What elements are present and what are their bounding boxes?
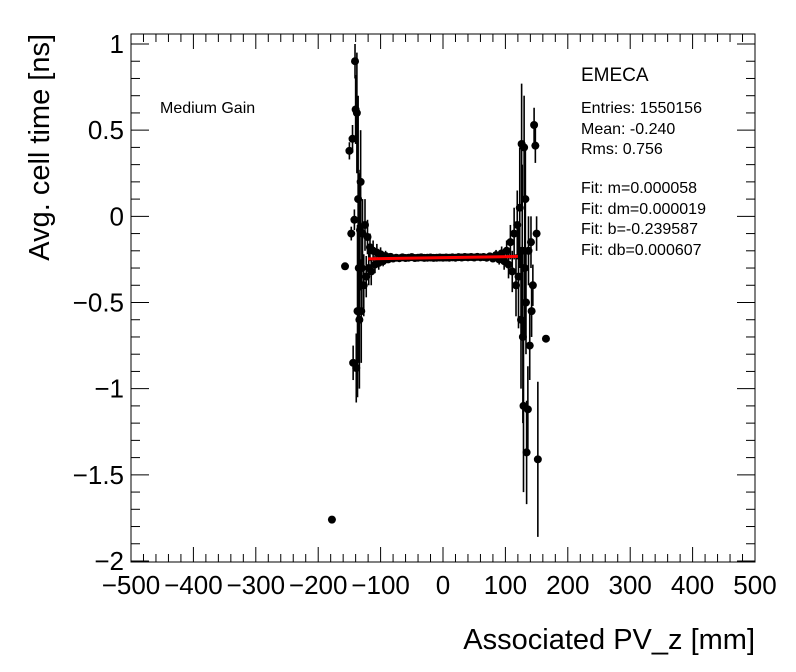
data-point: [355, 315, 364, 324]
gain-label: Medium Gain: [160, 100, 255, 117]
data-point: [517, 315, 525, 324]
data-point: [527, 307, 536, 316]
stats-entries: Entries: 1550156: [581, 100, 702, 117]
data-point: [356, 177, 365, 186]
data-point: [502, 246, 511, 255]
data-point: [504, 260, 513, 269]
data-point: [518, 246, 527, 255]
stats-mean: Mean: -0.240: [581, 121, 675, 138]
x-tick-label: 100: [484, 570, 527, 600]
tick-labels-layer: −500 −400 −300 −200 −100 0 100 200 300 400 500 −2 −1…: [73, 29, 777, 600]
data-point: [523, 405, 532, 414]
x-tick-label: −300: [227, 570, 286, 600]
data-point: [515, 203, 524, 212]
data-point: [522, 448, 531, 457]
x-tick-label: 300: [609, 570, 652, 600]
data-point: [530, 120, 539, 129]
data-point: [357, 307, 366, 316]
data-point: [525, 341, 534, 350]
data-point: [512, 281, 521, 290]
data-point: [363, 233, 372, 242]
y-tick-label: 1: [110, 29, 124, 59]
x-tick-label: −400: [164, 570, 223, 600]
data-point: [520, 264, 529, 273]
data-point: [327, 515, 336, 524]
y-tick-label: −0.5: [73, 288, 124, 318]
x-tick-label: 400: [671, 570, 714, 600]
x-tick-label: −100: [351, 570, 410, 600]
data-point: [352, 108, 361, 117]
data-point: [521, 298, 530, 307]
data-point: [508, 267, 517, 276]
x-tick-label: 500: [733, 570, 776, 600]
data-point: [354, 195, 363, 204]
data-point: [531, 141, 540, 150]
stats-fit-b: Fit: b=-0.239587: [581, 221, 698, 238]
data-point: [359, 281, 368, 290]
data-point: [510, 229, 519, 238]
data-point: [513, 220, 522, 229]
data-point: [506, 238, 515, 247]
y-tick-label: 0: [110, 201, 124, 231]
fit-line: [368, 254, 518, 261]
data-point: [351, 57, 360, 66]
data-point: [361, 220, 369, 229]
data-point: [347, 229, 356, 238]
data-point: [352, 363, 361, 372]
y-tick-label: −1: [94, 374, 124, 404]
data-point: [350, 215, 359, 224]
y-axis-title: Avg. cell time [ns]: [24, 34, 56, 261]
stats-fit-dm: Fit: dm=0.000019: [581, 201, 706, 218]
data-point: [518, 332, 527, 341]
fit-line-layer: [368, 254, 518, 261]
data-point: [541, 334, 550, 343]
data-point: [345, 146, 354, 155]
data-point: [521, 195, 530, 204]
tick-marks-layer: [130, 34, 756, 562]
data-point: [357, 264, 366, 273]
error-bars-layer: [348, 44, 539, 537]
stats-rms: Rms: 0.756: [581, 141, 663, 158]
data-point: [533, 455, 542, 464]
data-point: [524, 246, 533, 255]
y-tick-label: −1.5: [73, 460, 124, 490]
stats-header: EMECA: [581, 65, 649, 86]
data-point: [520, 143, 529, 152]
data-point: [362, 272, 371, 281]
x-tick-label: 0: [436, 570, 450, 600]
data-point: [341, 262, 350, 271]
data-point: [528, 281, 537, 290]
x-tick-label: −200: [289, 570, 348, 600]
data-point: [532, 229, 541, 238]
data-point: [348, 134, 357, 143]
data-point: [514, 272, 523, 281]
y-tick-label: 0.5: [88, 115, 124, 145]
stats-fit-db: Fit: db=0.000607: [581, 242, 702, 259]
data-point: [526, 238, 535, 247]
x-tick-label: −500: [102, 570, 161, 600]
x-tick-label: 200: [546, 570, 589, 600]
x-axis-title: Associated PV_z [mm]: [463, 624, 755, 656]
data-point: [367, 267, 376, 276]
stats-fit-m: Fit: m=0.000058: [581, 180, 697, 197]
y-tick-label: −2: [94, 546, 124, 576]
